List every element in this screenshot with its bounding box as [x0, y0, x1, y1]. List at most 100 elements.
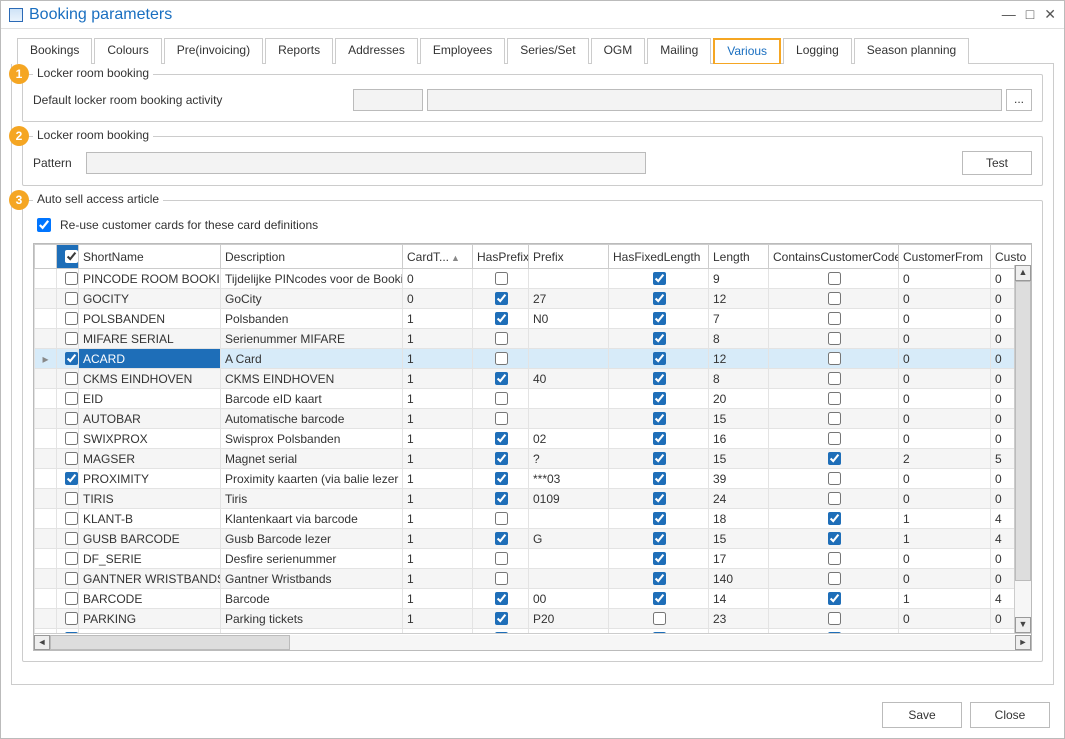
tab-ogm[interactable]: OGM [591, 38, 646, 64]
table-row[interactable]: POLSBANDENPolsbanden1N0700 [35, 309, 1032, 329]
table-row[interactable]: BARCODEBarcode1001414 [35, 589, 1032, 609]
contains-customer-code-checkbox[interactable] [828, 272, 841, 285]
contains-customer-code-checkbox[interactable] [828, 352, 841, 365]
tab-logging[interactable]: Logging [783, 38, 852, 64]
minimize-icon[interactable]: — [1002, 6, 1016, 23]
has-prefix-checkbox[interactable] [495, 332, 508, 345]
col-hasfixedlength[interactable]: HasFixedLength [609, 245, 709, 269]
has-fixed-length-checkbox[interactable] [653, 332, 666, 345]
contains-customer-code-checkbox[interactable] [828, 372, 841, 385]
tab-season-planning[interactable]: Season planning [854, 38, 969, 64]
tab-series-set[interactable]: Series/Set [507, 38, 588, 64]
has-prefix-checkbox[interactable] [495, 472, 508, 485]
table-row[interactable]: MAGSERMagnet serial1?1525 [35, 449, 1032, 469]
tab-pre-invoicing-[interactable]: Pre(invoicing) [164, 38, 263, 64]
table-row[interactable]: ▸ACARDA Card11200 [35, 349, 1032, 369]
col-select-all[interactable] [57, 245, 79, 269]
has-prefix-checkbox[interactable] [495, 512, 508, 525]
has-prefix-checkbox[interactable] [495, 432, 508, 445]
contains-customer-code-checkbox[interactable] [828, 512, 841, 525]
table-row[interactable]: SWIXPROXSwisprox Polsbanden1021600 [35, 429, 1032, 449]
horizontal-scrollbar[interactable]: ◄ ► [34, 633, 1031, 650]
has-prefix-checkbox[interactable] [495, 352, 508, 365]
has-fixed-length-checkbox[interactable] [653, 512, 666, 525]
row-checkbox[interactable] [65, 432, 78, 445]
tab-reports[interactable]: Reports [265, 38, 333, 64]
lookup-button[interactable]: ... [1006, 89, 1032, 111]
table-row[interactable]: PROXIMITYProximity kaarten (via balie le… [35, 469, 1032, 489]
row-checkbox[interactable] [65, 272, 78, 285]
has-fixed-length-checkbox[interactable] [653, 532, 666, 545]
row-checkbox[interactable] [65, 412, 78, 425]
has-fixed-length-checkbox[interactable] [653, 572, 666, 585]
has-fixed-length-checkbox[interactable] [653, 352, 666, 365]
contains-customer-code-checkbox[interactable] [828, 552, 841, 565]
row-checkbox[interactable] [65, 352, 78, 365]
row-checkbox[interactable] [65, 592, 78, 605]
has-prefix-checkbox[interactable] [495, 592, 508, 605]
row-checkbox[interactable] [65, 512, 78, 525]
tab-bookings[interactable]: Bookings [17, 38, 92, 64]
has-fixed-length-checkbox[interactable] [653, 412, 666, 425]
has-prefix-checkbox[interactable] [495, 372, 508, 385]
contains-customer-code-checkbox[interactable] [828, 612, 841, 625]
table-row[interactable]: GOCITYGoCity0271200 [35, 289, 1032, 309]
contains-customer-code-checkbox[interactable] [828, 412, 841, 425]
contains-customer-code-checkbox[interactable] [828, 572, 841, 585]
has-fixed-length-checkbox[interactable] [653, 472, 666, 485]
table-row[interactable]: PARKINGParking tickets1P202300 [35, 609, 1032, 629]
has-fixed-length-checkbox[interactable] [653, 452, 666, 465]
table-row[interactable]: PINCODE ROOM BOOKINGTijdelijke PINcodes … [35, 269, 1032, 289]
default-activity-name[interactable] [427, 89, 1002, 111]
table-row[interactable]: GUSB BARCODEGusb Barcode lezer1G1514 [35, 529, 1032, 549]
contains-customer-code-checkbox[interactable] [828, 452, 841, 465]
has-fixed-length-checkbox[interactable] [653, 552, 666, 565]
close-icon[interactable]: ✕ [1044, 6, 1056, 23]
col-description[interactable]: Description [221, 245, 403, 269]
has-prefix-checkbox[interactable] [495, 452, 508, 465]
row-checkbox[interactable] [65, 312, 78, 325]
row-checkbox[interactable] [65, 332, 78, 345]
table-row[interactable]: MIFARE SERIALSerienummer MIFARE1800 [35, 329, 1032, 349]
col-cardt-[interactable]: CardT...▲ [403, 245, 473, 269]
table-row[interactable]: TIRISTiris101092400 [35, 489, 1032, 509]
has-prefix-checkbox[interactable] [495, 572, 508, 585]
row-checkbox[interactable] [65, 492, 78, 505]
table-row[interactable]: AUTOBARAutomatische barcode11500 [35, 409, 1032, 429]
col-shortname[interactable]: ShortName [79, 245, 221, 269]
has-prefix-checkbox[interactable] [495, 312, 508, 325]
contains-customer-code-checkbox[interactable] [828, 632, 841, 633]
row-checkbox[interactable] [65, 292, 78, 305]
row-checkbox[interactable] [65, 372, 78, 385]
row-checkbox[interactable] [65, 532, 78, 545]
pattern-input[interactable] [86, 152, 646, 174]
has-fixed-length-checkbox[interactable] [653, 432, 666, 445]
close-button[interactable]: Close [970, 702, 1050, 728]
contains-customer-code-checkbox[interactable] [828, 312, 841, 325]
contains-customer-code-checkbox[interactable] [828, 472, 841, 485]
col-length[interactable]: Length [709, 245, 769, 269]
has-fixed-length-checkbox[interactable] [653, 312, 666, 325]
row-checkbox[interactable] [65, 632, 78, 633]
reuse-cards-checkbox[interactable] [37, 218, 51, 232]
contains-customer-code-checkbox[interactable] [828, 532, 841, 545]
row-checkbox[interactable] [65, 392, 78, 405]
tab-colours[interactable]: Colours [94, 38, 161, 64]
default-activity-code[interactable] [353, 89, 423, 111]
has-prefix-checkbox[interactable] [495, 532, 508, 545]
tab-addresses[interactable]: Addresses [335, 38, 418, 64]
table-row[interactable]: KLANT-BKlantenkaart via barcode11814 [35, 509, 1032, 529]
has-fixed-length-checkbox[interactable] [653, 372, 666, 385]
has-fixed-length-checkbox[interactable] [653, 592, 666, 605]
contains-customer-code-checkbox[interactable] [828, 292, 841, 305]
has-prefix-checkbox[interactable] [495, 552, 508, 565]
row-checkbox[interactable] [65, 612, 78, 625]
has-fixed-length-checkbox[interactable] [653, 292, 666, 305]
table-row[interactable]: GANTNER WRISTBANDSGantner Wristbands1140… [35, 569, 1032, 589]
has-fixed-length-checkbox[interactable] [653, 492, 666, 505]
table-row[interactable]: EIDBarcode eID kaart12000 [35, 389, 1032, 409]
row-checkbox[interactable] [65, 572, 78, 585]
has-prefix-checkbox[interactable] [495, 392, 508, 405]
table-row[interactable]: DF_SERIEDesfire serienummer11700 [35, 549, 1032, 569]
row-checkbox[interactable] [65, 452, 78, 465]
